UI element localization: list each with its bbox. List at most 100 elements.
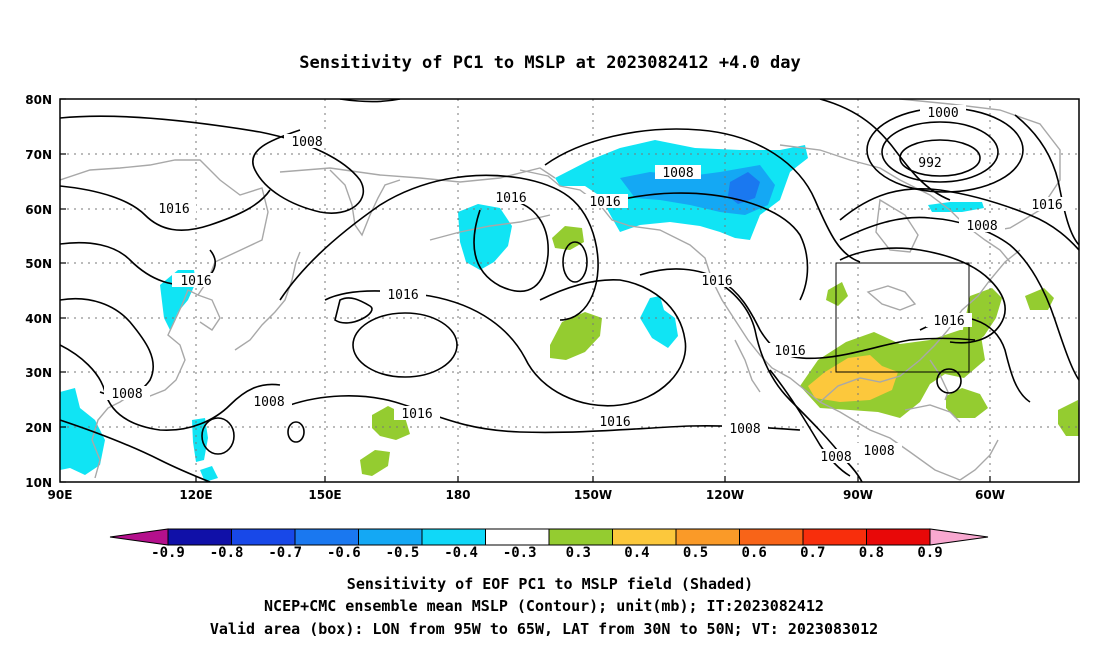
svg-text:1008: 1008	[863, 444, 894, 459]
caption-line-1: Sensitivity of EOF PC1 to MSLP field (Sh…	[347, 575, 753, 593]
contour-label: 1008	[655, 165, 701, 181]
coast-east-asia	[60, 159, 269, 479]
coast-greenland	[899, 99, 1061, 233]
shading-subtropical-pacific-positive	[550, 312, 602, 360]
contour-label: 1016	[380, 287, 426, 303]
latitude-labels: 80N 70N 60N 50N 40N 30N 20N 10N	[25, 93, 52, 490]
colorbar-under-triangle	[109, 528, 169, 546]
contour-label: 1016	[926, 313, 972, 329]
coast-korea	[197, 294, 221, 331]
coastlines	[60, 99, 1061, 481]
contour-label: 1016	[172, 273, 218, 289]
contour-label: 1016	[394, 406, 440, 422]
colorbar-tick-label: 0.7	[800, 545, 825, 561]
colorbar-tick-label: 0.9	[917, 545, 942, 561]
svg-text:1008: 1008	[111, 387, 142, 402]
contour-label: 1000	[920, 105, 966, 121]
colorbar-swatch	[485, 528, 550, 546]
svg-text:1016: 1016	[495, 191, 526, 206]
shading-alaska-positive	[552, 226, 584, 250]
contour-label: 1008	[959, 218, 1005, 234]
colorbar-tick-label: -0.4	[444, 545, 478, 561]
colorbar-swatches	[167, 528, 931, 546]
coast-kamchatka	[329, 169, 401, 237]
contour-label: 1008	[722, 421, 768, 437]
contour-labels: 1008 1016 1016 1016 1008 1016 1016 1016 …	[104, 105, 1070, 465]
colorbar-swatch	[294, 528, 359, 546]
svg-text:1016: 1016	[701, 274, 732, 289]
map-frame-background	[60, 99, 1079, 482]
shading-hawaii-positive	[360, 450, 390, 476]
colorbar-tick-label: 0.5	[683, 545, 708, 561]
lon-label: 150E	[308, 488, 341, 502]
svg-text:1016: 1016	[774, 344, 805, 359]
coast-canada-arctic	[779, 144, 1011, 263]
lon-label: 120E	[179, 488, 212, 502]
shading-scs-negative	[200, 466, 218, 482]
lat-label: 10N	[25, 476, 52, 490]
svg-text:1008: 1008	[729, 422, 760, 437]
colorbar-swatch	[866, 528, 931, 546]
coast-baja	[734, 339, 761, 393]
colorbar-tick-label: -0.3	[503, 545, 537, 561]
colorbar-tick-label: 0.8	[859, 545, 884, 561]
map-frame	[59, 98, 1080, 483]
svg-text:1008: 1008	[966, 219, 997, 234]
longitude-labels: 90E 120E 150E 180 150W 120W 90W 60W	[48, 488, 1005, 502]
shading-atlantic-se-positive	[1058, 400, 1079, 436]
contour-label: 1008	[104, 386, 150, 402]
lat-label: 30N	[25, 366, 52, 380]
colorbar-tick-labels: -0.9 -0.8 -0.7 -0.6 -0.5 -0.4 -0.3 0.3 0.4 0.5 0.6…	[151, 545, 943, 561]
svg-text:1016: 1016	[387, 288, 418, 303]
shading-indochina-negative	[60, 388, 105, 475]
lon-label: 120W	[706, 488, 744, 502]
colorbar-tick-label: -0.6	[327, 545, 361, 561]
colorbar-over-triangle	[929, 528, 989, 546]
colorbar-tick-label: -0.7	[268, 545, 302, 561]
shading-mexico-positive	[826, 282, 848, 306]
contour-label: 992	[912, 155, 948, 171]
svg-text:1008: 1008	[662, 166, 693, 181]
svg-text:1016: 1016	[401, 407, 432, 422]
colorbar-tick-label: -0.8	[210, 545, 244, 561]
shading-dateline-negative	[458, 204, 512, 270]
contour-label: 1016	[767, 343, 813, 359]
svg-text:1016: 1016	[599, 415, 630, 430]
svg-text:1008: 1008	[253, 395, 284, 410]
caption-line-2: NCEP+CMC ensemble mean MSLP (Contour); u…	[264, 597, 824, 615]
coast-central-america	[959, 439, 999, 481]
colorbar: -0.9 -0.8 -0.7 -0.6 -0.5 -0.4 -0.3 0.3 0.4 0.5 0.6…	[109, 528, 989, 561]
lat-label: 80N	[25, 93, 52, 107]
svg-text:1008: 1008	[820, 450, 851, 465]
svg-text:1016: 1016	[180, 274, 211, 289]
contour-label: 1016	[488, 190, 534, 206]
contour-label: 1016	[592, 414, 638, 430]
colorbar-swatch	[548, 528, 613, 546]
colorbar-swatch	[358, 528, 423, 546]
colorbar-swatch	[612, 528, 677, 546]
svg-text:1016: 1016	[1031, 198, 1062, 213]
colorbar-swatch	[675, 528, 740, 546]
coast-great-lakes	[866, 285, 917, 311]
colorbar-swatch	[421, 528, 486, 546]
colorbar-tick-label: 0.3	[566, 545, 591, 561]
contour-label: 1008	[813, 449, 859, 465]
axis-ticks	[60, 98, 991, 483]
lat-label: 20N	[25, 421, 52, 435]
contour-label: 1008	[284, 134, 330, 150]
lat-label: 60N	[25, 203, 52, 217]
contour-label: 1016	[1024, 197, 1070, 213]
colorbar-swatch	[802, 528, 867, 546]
coast-aleutians	[429, 214, 551, 241]
contour-label: 1008	[856, 443, 902, 459]
svg-text:1016: 1016	[158, 202, 189, 217]
lat-label: 50N	[25, 257, 52, 271]
shading-gulf-yellow	[808, 355, 898, 402]
lon-label: 90E	[48, 488, 73, 502]
shading-caribbean-positive	[946, 388, 988, 418]
lat-label: 70N	[25, 148, 52, 162]
svg-text:1016: 1016	[933, 314, 964, 329]
caption-line-3: Valid area (box): LON from 95W to 65W, L…	[210, 620, 878, 638]
colorbar-tick-label: -0.9	[151, 545, 185, 561]
